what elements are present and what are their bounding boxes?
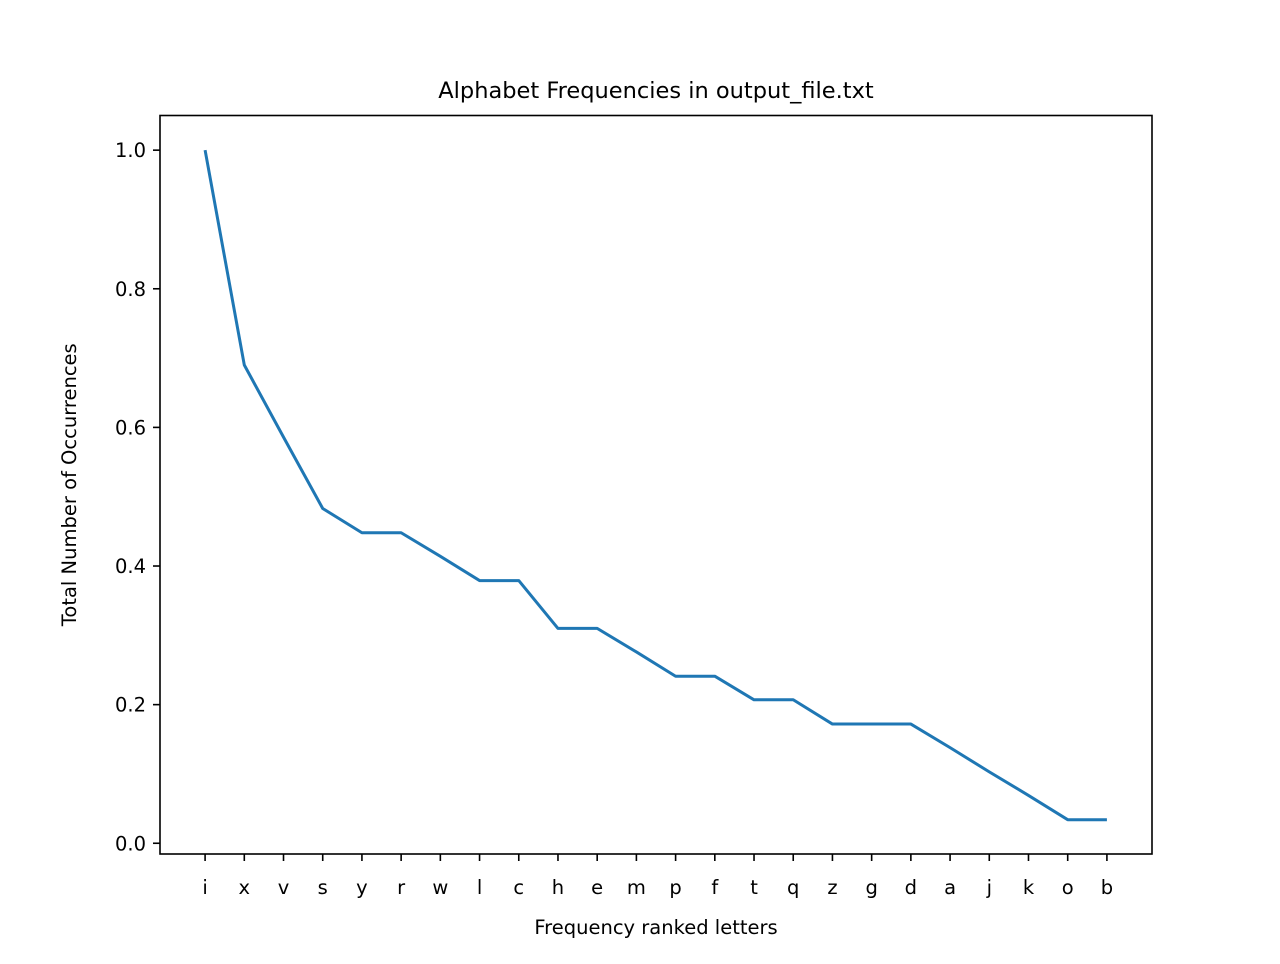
data-point <box>1105 818 1108 821</box>
series-layer <box>203 149 1108 822</box>
data-point <box>204 149 207 152</box>
data-point <box>596 627 599 630</box>
data-point <box>831 723 834 726</box>
x-tick-label: y <box>356 876 368 899</box>
data-point <box>478 579 481 582</box>
x-tick-label: v <box>278 876 290 899</box>
x-tick-label: k <box>1023 876 1035 899</box>
y-tick-label: 0.6 <box>115 416 146 439</box>
x-tick-label: j <box>986 876 992 899</box>
x-tick-label: l <box>477 876 482 899</box>
y-tick-label: 0.8 <box>115 278 146 301</box>
x-tick-label: z <box>827 876 837 899</box>
data-point <box>400 531 403 534</box>
x-tick-label: o <box>1062 876 1074 899</box>
x-tick-label: b <box>1101 876 1113 899</box>
y-axis: 0.0 0.2 0.4 0.6 0.8 1.0 <box>115 139 160 855</box>
y-tick-label: 0.4 <box>115 555 146 578</box>
data-point <box>988 770 991 773</box>
x-tick-label: g <box>865 876 877 899</box>
data-point <box>1027 794 1030 797</box>
x-tick-label: e <box>591 876 603 899</box>
data-point <box>753 698 756 701</box>
x-tick-label: h <box>552 876 564 899</box>
x-tick-label: q <box>787 876 799 899</box>
x-tick-label: s <box>318 876 328 899</box>
x-tick-label: m <box>627 876 646 899</box>
x-tick-label: t <box>750 876 758 899</box>
data-point <box>792 698 795 701</box>
data-point <box>909 723 912 726</box>
y-tick-label: 0.0 <box>115 832 146 855</box>
data-point <box>949 746 952 749</box>
x-tick-label: x <box>239 876 251 899</box>
data-point <box>439 555 442 558</box>
y-tick-label: 0.2 <box>115 694 146 717</box>
x-tick-label: d <box>905 876 917 899</box>
data-point <box>282 436 285 439</box>
data-point <box>321 507 324 510</box>
data-point <box>360 531 363 534</box>
data-point <box>243 364 246 367</box>
y-tick-label: 1.0 <box>115 139 146 162</box>
series-line <box>203 149 1107 822</box>
chart-title: Alphabet Frequencies in output_file.txt <box>438 78 874 104</box>
x-tick-label: r <box>397 876 406 899</box>
x-tick-label: a <box>944 876 956 899</box>
y-axis-label: Total Number of Occurrences <box>58 343 81 627</box>
data-point <box>517 579 520 582</box>
data-point <box>870 723 873 726</box>
data-point <box>635 650 638 653</box>
data-point <box>713 675 716 678</box>
data-point <box>674 675 677 678</box>
x-tick-label: p <box>669 876 681 899</box>
x-axis-label: Frequency ranked letters <box>534 916 777 939</box>
x-tick-label: c <box>513 876 524 899</box>
x-tick-label: i <box>202 876 207 899</box>
plot-area-frame <box>159 114 1153 855</box>
x-tick-label: w <box>432 876 448 899</box>
data-point <box>1066 818 1069 821</box>
x-tick-label: f <box>711 876 719 899</box>
data-point <box>556 627 559 630</box>
